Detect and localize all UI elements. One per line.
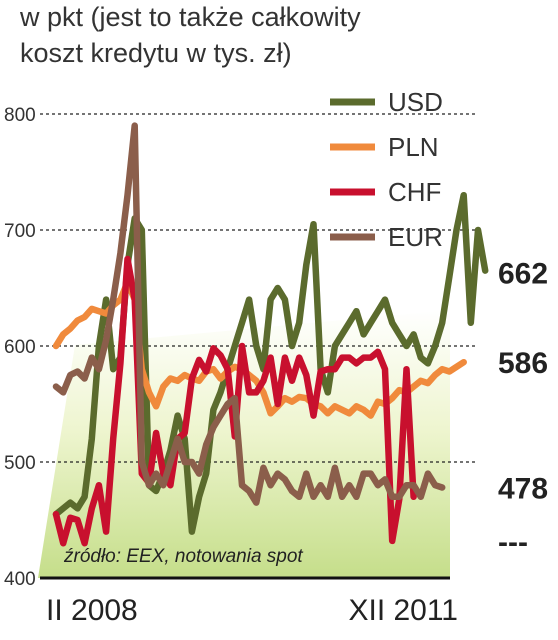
end-label-usd: 662 — [498, 258, 548, 291]
legend: USD PLN CHF EUR — [330, 87, 443, 252]
x-start-label: II 2008 — [46, 594, 138, 627]
end-value-labels: 662 586 478 --- — [498, 258, 548, 559]
x-end-label: XII 2011 — [348, 594, 458, 627]
y-tick-label-400: 400 — [4, 569, 36, 590]
series-lines — [52, 122, 489, 547]
y-tick-label-500: 500 — [4, 453, 36, 474]
legend-label-usd: USD — [388, 87, 443, 117]
end-label-pln: 586 — [498, 347, 548, 380]
chart-title-line-2: koszt kredytu w tys. zł) — [20, 38, 292, 68]
y-axis-ticks: 400 500 600 700 800 — [4, 105, 36, 590]
y-tick-label-800: 800 — [4, 105, 36, 126]
end-label-eur: 478 — [498, 473, 548, 506]
end-label-chf: --- — [498, 526, 528, 559]
y-tick-label-700: 700 — [4, 221, 36, 242]
legend-label-chf: CHF — [388, 177, 441, 207]
legend-label-pln: PLN — [388, 132, 439, 162]
source-note: źródło: EEX, notowania spot — [63, 546, 303, 567]
legend-label-eur: EUR — [388, 222, 443, 252]
chart-title-line-1: w pkt (jest to także całkowity — [19, 2, 361, 32]
y-tick-label-600: 600 — [4, 337, 36, 358]
series-line-eur — [52, 122, 446, 506]
